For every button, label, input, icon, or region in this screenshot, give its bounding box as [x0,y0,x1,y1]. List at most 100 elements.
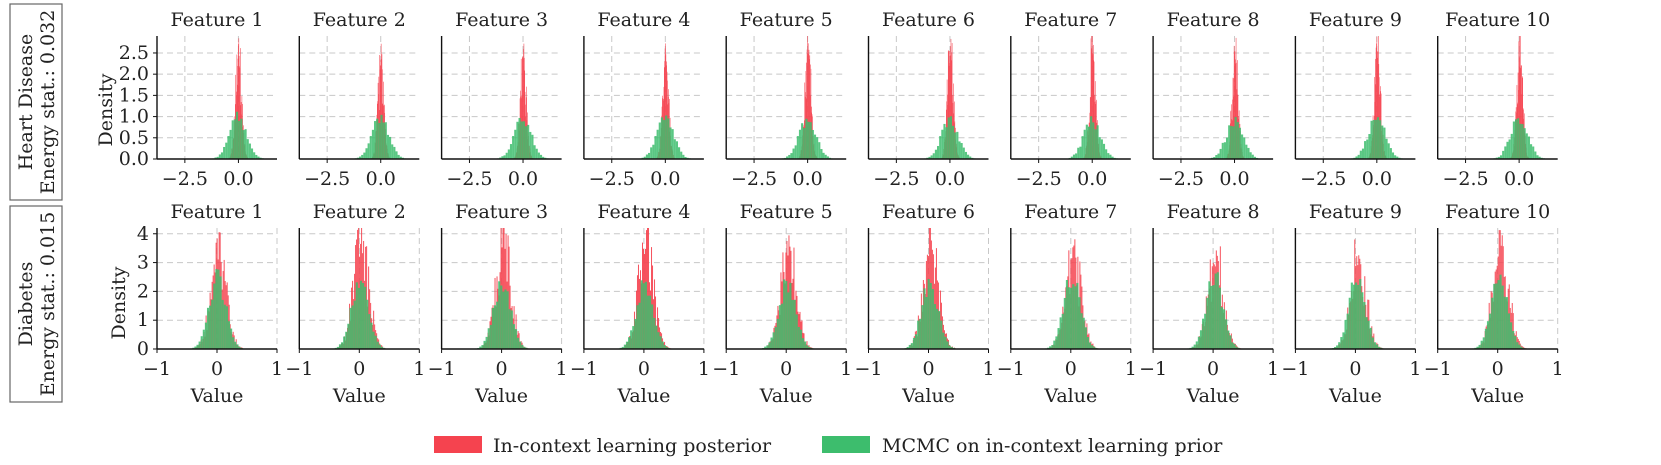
mcmc-bar [349,307,352,349]
mcmc-bar [934,149,937,159]
mcmc-bar [516,121,519,159]
mcmc-bar [1514,335,1517,349]
mcmc-bar [960,143,963,159]
y-axis-labels: Density Density [95,73,130,339]
mcmc-bar [1093,346,1096,349]
mcmc-bar [653,317,656,349]
mcmc-bar [1517,118,1520,159]
x-tick-label: 0 [211,358,223,380]
mcmc-bar [921,305,924,349]
mcmc-bar [336,346,339,349]
posterior-bar [1234,59,1236,159]
mcmc-bar [351,305,354,349]
mcmc-bar [625,341,629,349]
mcmc-bar [395,151,398,159]
mcmc-bar [910,343,913,349]
mcmc-bar [658,122,661,159]
mcmc-bar [1094,129,1097,159]
mcmc-bar [1391,152,1395,159]
posterior-bar [804,96,806,159]
panel-title: Feature 2 [313,201,406,223]
x-tick-label: 0.0 [508,168,538,190]
mcmc-bar [623,344,626,349]
mcmc-bar [504,289,507,349]
posterior-bar [1519,36,1520,159]
mcmc-bar [1476,346,1479,349]
mcmc-bar [512,324,515,349]
mcmc-bar [370,322,373,349]
posterior-bar [1237,60,1238,159]
mcmc-bar [1355,156,1358,159]
x-tick-label: −2.5 [446,168,492,190]
mcmc-bar [638,302,641,349]
posterior-bar [935,248,937,349]
mcmc-bar [798,129,802,159]
mcmc-bar [933,304,937,349]
mcmc-bar [1333,347,1337,349]
mcmc-bar [236,344,239,349]
mcmc-bar [1350,282,1353,349]
mcmc-bar [1510,322,1513,349]
mcmc-bar [384,122,387,159]
x-tick-label: 0.0 [1504,168,1534,190]
panel-title: Feature 4 [597,201,690,223]
mcmc-bar [537,152,540,159]
mcmc-bar [1235,346,1238,349]
posterior-bar [355,245,357,349]
mcmc-bar [958,141,961,159]
mcmc-bar [1217,153,1220,159]
mcmc-bar [1381,125,1384,159]
mcmc-bar [1074,286,1077,349]
mcmc-bar [1505,297,1508,349]
mcmc-bar [1212,285,1215,349]
mcmc-bar [1504,146,1507,159]
x-axis-label: Value [1470,385,1524,407]
posterior-bar [366,246,368,349]
mcmc-bar [655,325,658,349]
posterior-bar [788,235,790,349]
posterior-bar [939,290,941,349]
mcmc-bar [1370,120,1373,159]
panel-title: Feature 10 [1445,9,1550,31]
mcmc-bar [915,334,918,349]
mcmc-bar [1366,139,1369,159]
mcmc-bar [644,281,647,349]
panel-heart-1: Feature 1−2.5 0.00.00.51.01.52.02.5 [119,9,277,190]
mcmc-bar [1499,274,1502,349]
posterior-bar [1093,44,1094,159]
posterior-bar [810,68,812,159]
posterior-bar [807,53,809,159]
mcmc-bar [1214,273,1217,349]
mcmc-bar [1378,346,1381,349]
mcmc-bar [1049,346,1052,349]
mcmc-bar [1202,318,1205,349]
mcmc-bar [391,144,394,159]
mcmc-bar [1193,344,1196,349]
mcmc-bar [1251,154,1254,159]
posterior-bar [1086,323,1088,349]
mcmc-bar [198,341,201,349]
mcmc-bar [1091,345,1094,349]
mcmc-bar [386,134,390,159]
posterior-bar [666,71,668,159]
mcmc-bar [223,146,226,159]
energy-stat-diabetes: Energy stat.: 0.015 [37,212,59,397]
row-labels: Heart Disease Energy stat.: 0.032 Diabet… [9,3,63,403]
mcmc-bar [684,156,687,159]
mcmc-bar [675,141,678,159]
x-tick-label: 1 [413,358,425,380]
mcmc-bar [1223,142,1226,159]
mcmc-bar [772,332,775,349]
panel-title: Feature 9 [1309,201,1402,223]
mcmc-bar [656,129,659,159]
panel-title: Feature 9 [1309,9,1402,31]
posterior-bar [666,61,667,159]
posterior-bar [1376,43,1377,159]
mcmc-bar [229,129,232,159]
legend-label-mcmc: MCMC on in-context learning prior [882,435,1223,457]
x-tick-label: 1 [698,358,710,380]
mcmc-bar [1227,330,1230,349]
mcmc-bar [927,278,930,349]
mcmc-bar [214,157,217,159]
posterior-bar [368,266,370,349]
